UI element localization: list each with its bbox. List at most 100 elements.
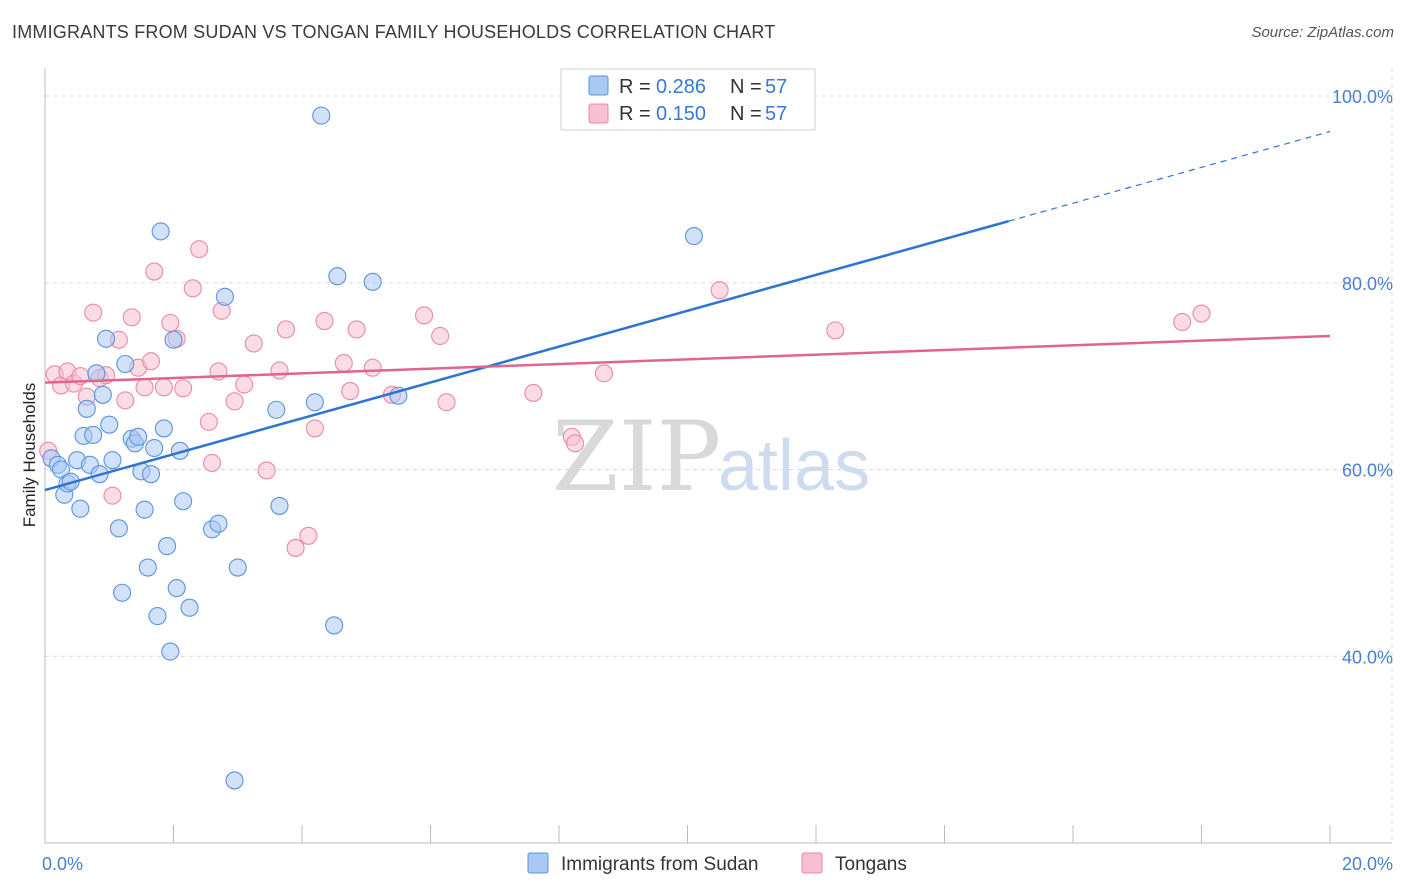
sudan-point-50 (363, 272, 382, 291)
tongan-point-50 (710, 281, 729, 300)
sudan-point-26 (138, 558, 157, 577)
correlation-legend: R = 0.286 N = 57 R = 0.150 N = 57 (560, 68, 816, 131)
tongan-point-40 (347, 320, 366, 339)
tongan-point-15 (135, 378, 154, 397)
tongan-point-45 (437, 393, 456, 412)
legend-swatch-sudan (588, 75, 609, 96)
tongan-point-36 (305, 419, 324, 438)
legend-r-label-sudan: R = (619, 76, 651, 98)
sudan-point-47 (312, 106, 331, 125)
legend-n-value-sudan: 57 (765, 76, 787, 98)
sudan-point-41 (215, 287, 234, 306)
sudan-point-27 (141, 465, 161, 484)
tongan-point-37 (315, 311, 334, 331)
sudan-point-29 (148, 607, 167, 626)
tongan-point-21 (174, 379, 193, 398)
tongan-point-24 (199, 412, 218, 431)
tongan-point-44 (431, 326, 450, 346)
series-legend: Immigrants from Sudan Tongans (527, 852, 907, 875)
x-tick-label-0: 0.0% (42, 854, 83, 874)
bottom-legend-label-sudan: Immigrants from Sudan (561, 854, 758, 875)
tongan-point-22 (183, 279, 202, 298)
sudan-point-40 (209, 514, 228, 533)
sudan-point-7 (71, 499, 90, 518)
tongan-point-32 (270, 361, 289, 380)
sudan-point-52 (684, 227, 703, 246)
sudan-trend-extension (1008, 130, 1331, 222)
x-tick-label-1: 20.0% (1342, 854, 1393, 874)
tongan-point-19 (161, 313, 180, 332)
watermark-zip: ZIP (552, 401, 721, 513)
legend-n-value-tongan: 57 (765, 103, 787, 125)
sudan-point-44 (267, 400, 286, 419)
legend-swatch-tongan (588, 103, 609, 124)
legend-r-label-tongan: R = (619, 103, 651, 125)
sudan-point-35 (167, 579, 186, 598)
tongan-point-29 (235, 375, 254, 394)
bottom-legend-swatch-sudan (527, 852, 549, 874)
tongan-point-28 (225, 392, 244, 411)
legend-n-label-tongan: N = (730, 103, 762, 125)
tongan-point-13 (122, 308, 141, 327)
tick-labels: 40.0% 60.0% 80.0% 100.0% 0.0% 20.0% (42, 87, 1393, 874)
y-axis-title: Family Households (20, 383, 39, 528)
tongan-point-34 (286, 538, 305, 557)
y-tick-label-0: 40.0% (1342, 647, 1393, 667)
tongan-point-23 (190, 240, 209, 259)
tongan-point-51 (826, 321, 845, 340)
y-tick-label-1: 60.0% (1342, 461, 1393, 481)
sudan-point-30 (151, 222, 170, 241)
tongan-point-52 (1173, 312, 1192, 332)
sudan-point-45 (270, 496, 289, 515)
tongan-point-17 (145, 262, 164, 281)
tongan-point-39 (341, 382, 360, 401)
y-tick-label-3: 100.0% (1332, 87, 1393, 107)
sudan-point-48 (325, 616, 344, 635)
sudan-point-38 (180, 598, 199, 617)
sudan-point-20 (116, 354, 135, 374)
tongan-point-16 (141, 352, 161, 371)
sudan-point-17 (103, 451, 122, 470)
tongan-point-31 (257, 461, 276, 480)
tongan-point-43 (415, 306, 434, 325)
tongan-point-25 (203, 453, 222, 473)
sudan-point-25 (135, 500, 154, 519)
sudan-point-15 (96, 329, 116, 348)
tongan-point-30 (244, 334, 263, 353)
tongan-point-33 (276, 320, 295, 339)
sudan-point-16 (100, 415, 119, 434)
trend-lines (44, 130, 1331, 492)
tongan-point-53 (1192, 304, 1211, 323)
sudan-point-32 (158, 537, 177, 556)
sudan-point-23 (129, 427, 148, 446)
watermark-atlas: atlas (718, 426, 870, 506)
tongan-point-41 (363, 358, 382, 377)
sudan-trend-line (44, 219, 1010, 492)
sudan-point-9 (77, 399, 96, 418)
legend-n-label-sudan: N = (730, 76, 762, 98)
tongan-point-49 (594, 364, 614, 383)
tongan-point-35 (299, 526, 318, 545)
tongan-point-7 (84, 303, 103, 322)
y-tick-label-2: 80.0% (1342, 274, 1393, 294)
tongan-point-18 (154, 378, 173, 397)
tongan-point-46 (524, 383, 543, 402)
tongan-trend-line (44, 334, 1331, 384)
sudan-point-31 (154, 419, 173, 438)
source-attribution: Source: ZipAtlas.com (1251, 24, 1394, 41)
legend-r-value-sudan: 0.286 (656, 76, 706, 98)
sudan-point-33 (161, 642, 180, 661)
sudan-point-34 (164, 330, 183, 349)
sudan-point-46 (305, 393, 324, 412)
chart-title: IMMIGRANTS FROM SUDAN VS TONGAN FAMILY H… (12, 22, 776, 42)
bottom-legend-swatch-tongan (801, 852, 823, 874)
sudan-point-11 (84, 425, 103, 445)
tongan-point-12 (116, 391, 135, 410)
tongan-point-38 (334, 354, 353, 373)
sudan-point-12 (87, 364, 106, 383)
sudan-point-14 (93, 385, 112, 404)
sudan-point-18 (109, 519, 128, 538)
sudan-point-42 (225, 771, 244, 790)
sudan-point-19 (113, 583, 132, 602)
